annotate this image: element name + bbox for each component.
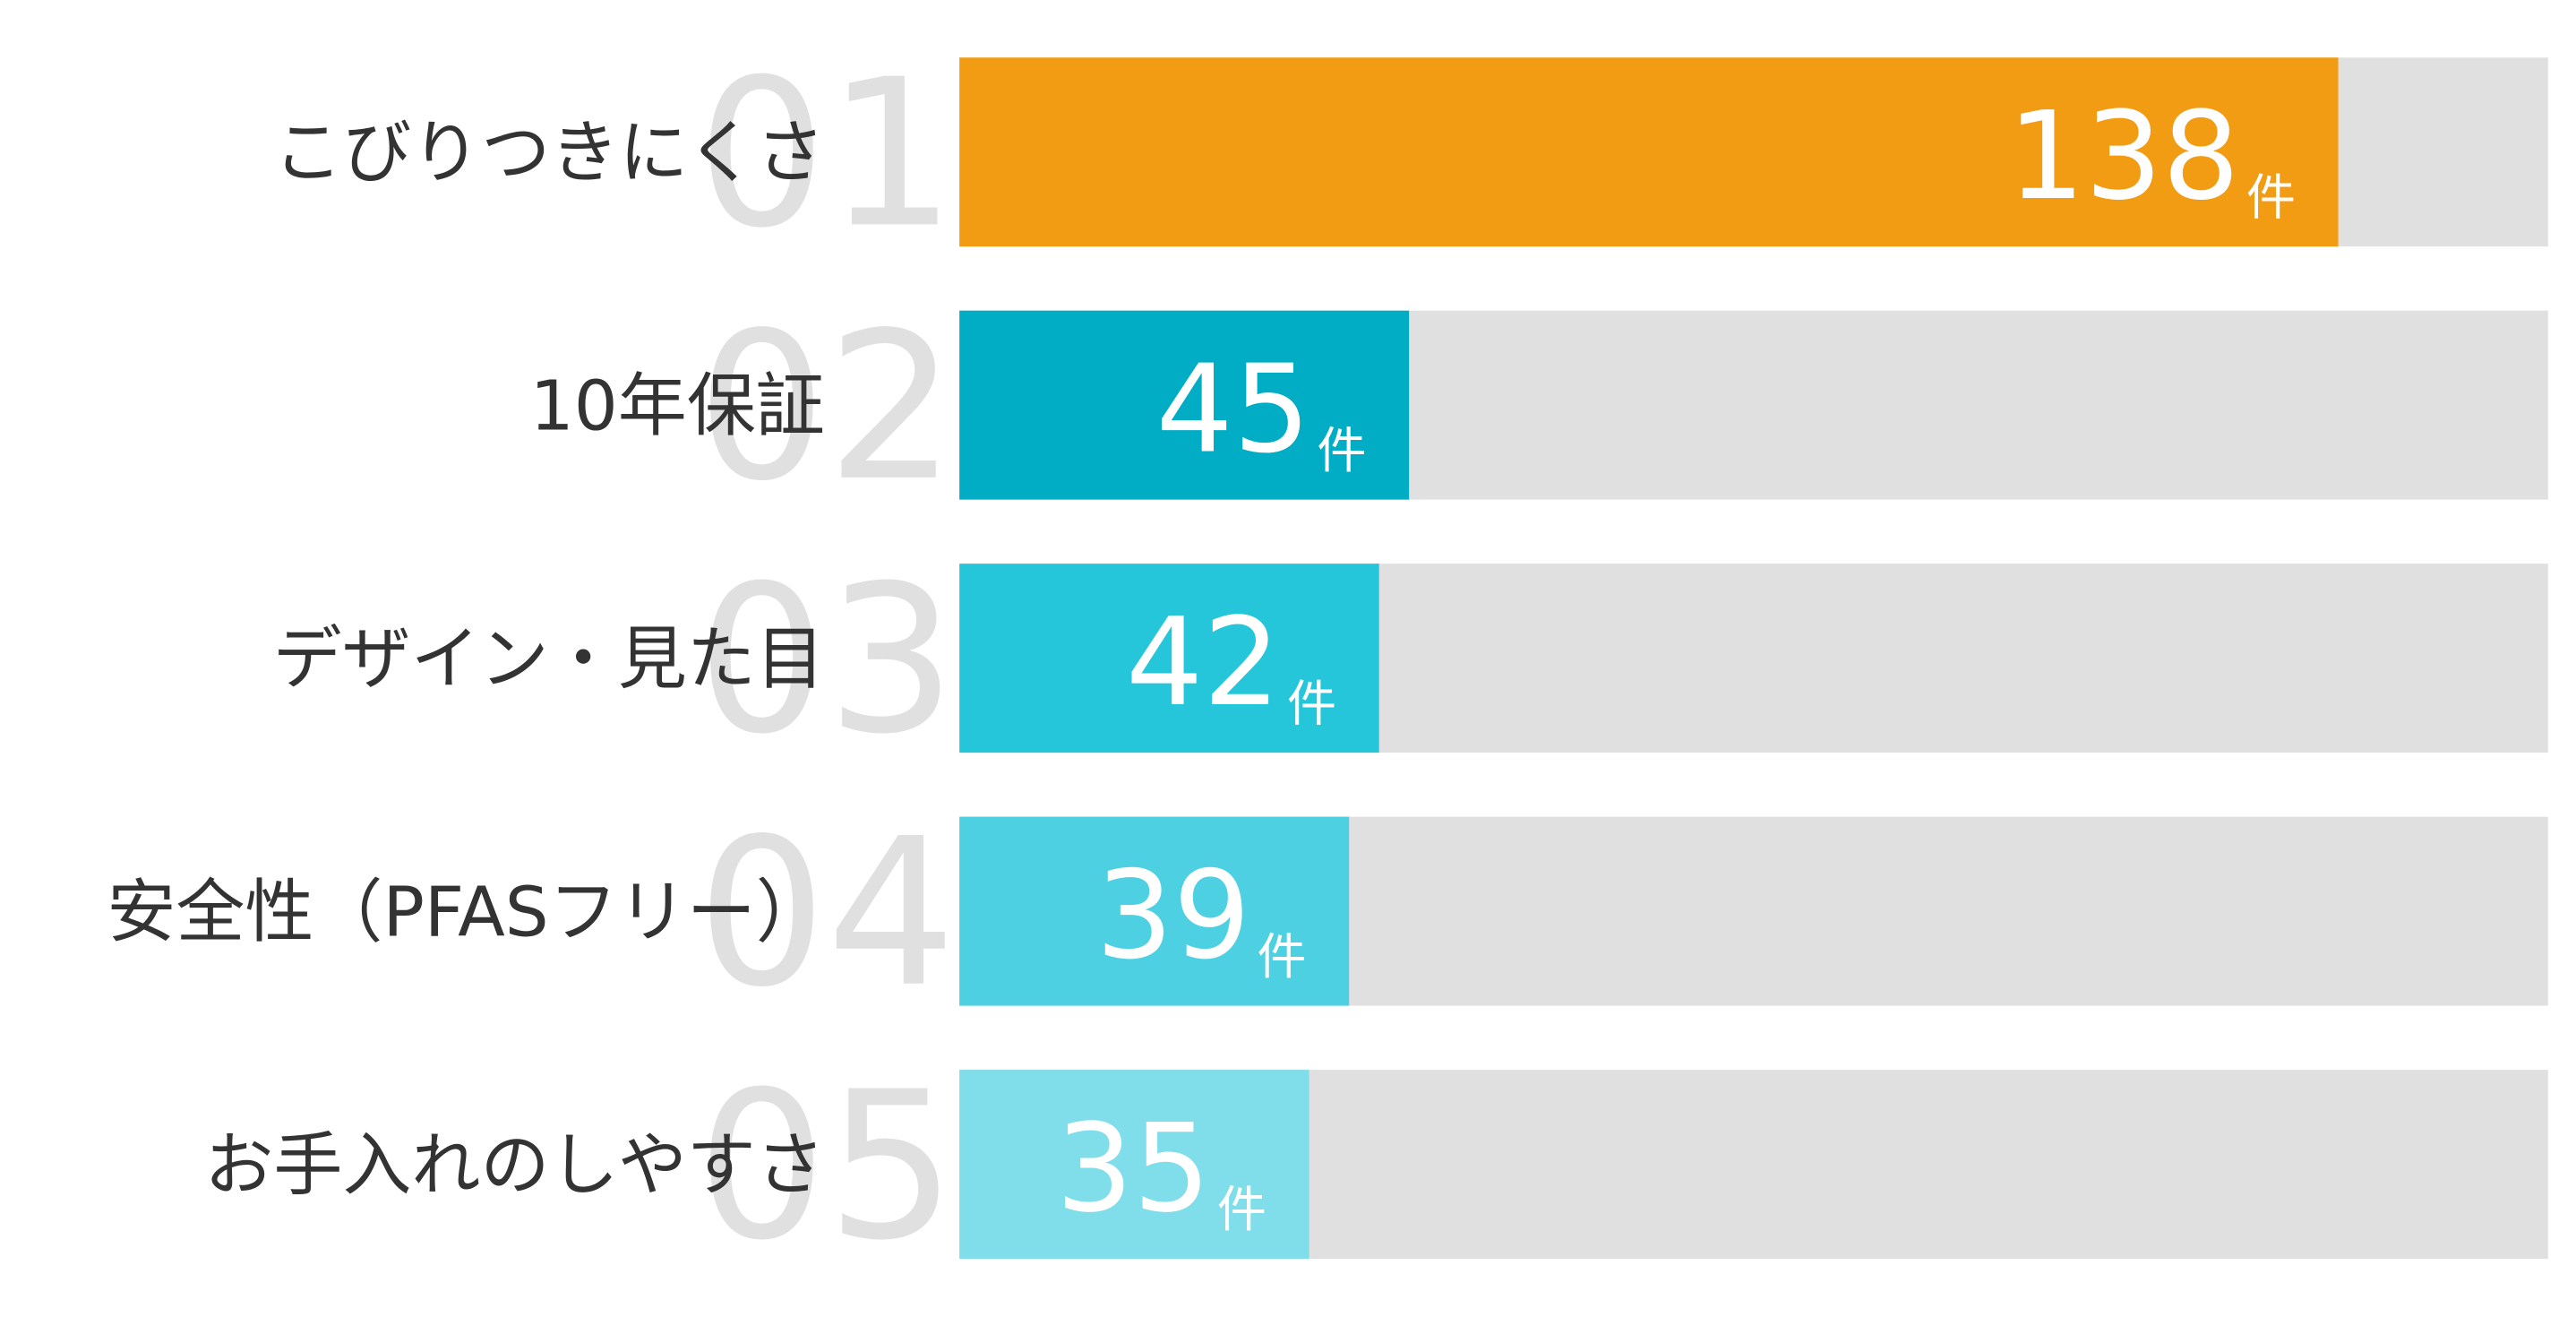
bar [959, 564, 1379, 753]
value-unit: 件 [1257, 928, 1306, 986]
value-label: 42 [1126, 592, 1281, 734]
category-label: 10年保証 [530, 366, 825, 447]
category-label: デザイン・見た目 [273, 619, 825, 700]
value-unit: 件 [2246, 168, 2296, 226]
category-label: 安全性（PFASフリー） [107, 873, 824, 953]
rank-number: 03 [697, 541, 956, 779]
value-unit: 件 [1217, 1181, 1267, 1238]
category-label: こびりつきにくさ [273, 113, 824, 194]
value-label: 45 [1155, 340, 1310, 481]
bar [959, 310, 1410, 500]
bar [959, 816, 1350, 1006]
value-label: 35 [1056, 1098, 1211, 1240]
category-label: お手入れのしやすさ [204, 1125, 824, 1206]
rank-number: 05 [697, 1047, 956, 1285]
value-unit: 件 [1317, 422, 1366, 479]
rank-number: 02 [697, 288, 956, 526]
rank-number: 01 [697, 35, 956, 272]
bar [959, 1070, 1309, 1260]
bar [959, 57, 2339, 247]
value-unit: 件 [1287, 675, 1336, 732]
value-label: 39 [1095, 845, 1250, 986]
rank-number: 04 [697, 795, 956, 1032]
value-label: 138 [2007, 86, 2239, 228]
